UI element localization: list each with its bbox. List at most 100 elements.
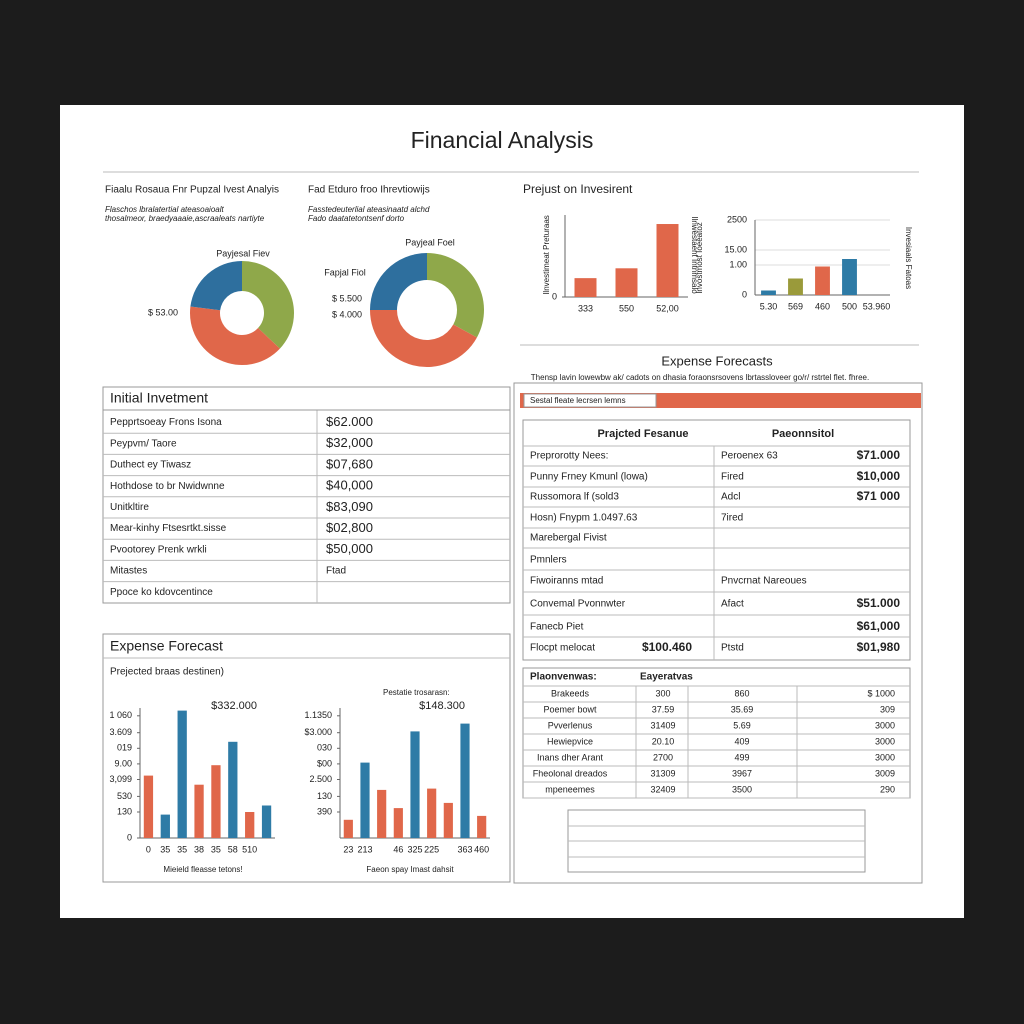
cell-label: Pmnlers — [530, 555, 567, 566]
cell-label: Adcl — [721, 492, 740, 503]
cell: 20.10 — [652, 736, 675, 746]
cell: 290 — [880, 784, 895, 794]
bar — [410, 731, 420, 838]
bar — [245, 812, 255, 838]
cell-label: Convemal Pvonnwter — [530, 599, 626, 610]
donut-segment — [370, 310, 477, 367]
y-axis-label: Ilnvestimeat Preturaas — [542, 215, 551, 295]
bar — [443, 802, 453, 838]
cell-label: Marebergal Fivist — [530, 533, 607, 544]
cell-value: $71 000 — [857, 489, 901, 503]
y-axis-label: Ilnwestaent Intnmsalo — [690, 216, 699, 294]
y-tick-label: 030 — [317, 743, 332, 753]
x-tick-label: 5.30 — [760, 301, 778, 311]
bar — [177, 710, 187, 838]
x-tick-label: 550 — [619, 303, 634, 313]
cell: $ 1000 — [867, 688, 895, 698]
panel-title: Expense Forecast — [110, 638, 223, 654]
x-axis-label: Mieield fleasse tetons! — [163, 865, 242, 874]
expense-panel — [102, 633, 511, 883]
x-tick-label: 58 — [228, 844, 238, 854]
cell-label: Flocpt melocat — [530, 643, 595, 654]
cell-label: Hosn) Fnypm 1.0497.63 — [530, 513, 638, 524]
bar — [211, 765, 221, 838]
chart-title: Pestatie trosarasn: — [383, 688, 450, 697]
cell: 3500 — [732, 784, 752, 794]
cell-label: Ptstd — [721, 643, 744, 654]
table-title: Initial Invetment — [110, 390, 208, 406]
cell: Brakeeds — [551, 688, 590, 698]
x-tick-label: 46 — [393, 844, 403, 854]
y-tick-label: 1.00 — [729, 259, 747, 269]
cell-label: Peroenex 63 — [721, 451, 778, 462]
chart-label: Fapjal Fiol — [324, 267, 366, 277]
cell-value: $10,000 — [857, 469, 901, 483]
x-tick-label: 569 — [788, 301, 803, 311]
bar — [477, 815, 487, 838]
revenue-box — [522, 419, 911, 661]
cell-label: Pnvcrnat Nareoues — [721, 576, 807, 587]
x-tick-label: 363 — [457, 844, 472, 854]
bar — [194, 784, 204, 838]
forecast-box — [513, 382, 923, 884]
chart-title: Fad Etduro froo Ihrevtiowijs — [308, 185, 430, 196]
y-tick-label: 0 — [552, 291, 557, 301]
page-title: Financial Analysis — [411, 127, 594, 153]
cell-value: $62.000 — [326, 414, 373, 429]
x-tick-label: 0 — [146, 844, 151, 854]
panel-subtitle: Prejected braas destinen) — [110, 667, 224, 678]
chart-subtitle: thosalmeor, braedyaaaie,ascraaleats nart… — [105, 214, 265, 223]
x-tick-label: 460 — [815, 301, 830, 311]
cell-label: Duthect ey Tiwasz — [110, 460, 191, 471]
x-tick-label: 35 — [211, 844, 221, 854]
cell: 3000 — [875, 736, 895, 746]
cell-label: Fanecb Piet — [530, 622, 584, 633]
column-header: Paeonnsitol — [772, 428, 834, 440]
bar — [427, 788, 437, 838]
x-axis-label: Faeon spay Imast dahsit — [366, 865, 454, 874]
annotation: $332.000 — [211, 700, 257, 712]
y-tick-label: 130 — [117, 806, 132, 816]
cell: Poemer bowt — [543, 704, 597, 714]
cell: 2700 — [653, 752, 673, 762]
cell: 409 — [734, 736, 749, 746]
chart-subtitle: Fasstedeuterlial ateasinaatd alchd — [308, 205, 430, 214]
cell-label: Mitastes — [110, 566, 147, 577]
y-tick-label: 019 — [117, 743, 132, 753]
donut-segment — [370, 253, 427, 310]
cell: Fheolonal dreados — [533, 768, 608, 778]
donut-segment — [190, 306, 280, 366]
y-tick-label: 3.609 — [109, 727, 132, 737]
cell-value: Ftad — [326, 566, 346, 577]
cell-label: Peypvm/ Taore — [110, 438, 177, 449]
bar — [761, 290, 776, 295]
bar — [261, 805, 272, 838]
y-axis-label: Invesiaals Fatoas — [904, 227, 913, 289]
x-tick-label: 35 — [177, 844, 187, 854]
cell-label: Pepprtsoeay Frons Isona — [110, 417, 222, 428]
chart-title: Prejust on Invesirent — [523, 182, 633, 196]
y-tick-label: $00 — [317, 758, 332, 768]
x-tick-label: 460 — [474, 844, 489, 854]
donut-segment — [190, 261, 242, 311]
x-tick-label: 225 — [424, 844, 439, 854]
bar — [788, 278, 803, 295]
cell: Inans dher Arant — [537, 752, 604, 762]
x-tick-label: 325 — [407, 844, 422, 854]
section-subtitle: Thensp lavin lowewbw ak/ cadots on dhasi… — [531, 373, 869, 382]
cell-value: $51.000 — [857, 596, 901, 610]
cell-label: 7ired — [721, 513, 743, 524]
cell-value: $50,000 — [326, 541, 373, 556]
cell: 3967 — [732, 768, 752, 778]
cell: 300 — [655, 688, 670, 698]
y-tick-label: 0 — [127, 832, 132, 842]
cell-value: $02,800 — [326, 520, 373, 535]
cell-label: Hothdose to br Nwidwnne — [110, 481, 225, 492]
cell-label: Fired — [721, 472, 744, 483]
cell: mpeneemes — [545, 784, 595, 794]
chart-label: Payjeal Foel — [405, 237, 455, 247]
chart-label: $ 5.500 — [332, 293, 362, 303]
cell-label: Mear-kinhy Ftsesrtkt.sisse — [110, 523, 227, 534]
bar — [343, 819, 353, 838]
